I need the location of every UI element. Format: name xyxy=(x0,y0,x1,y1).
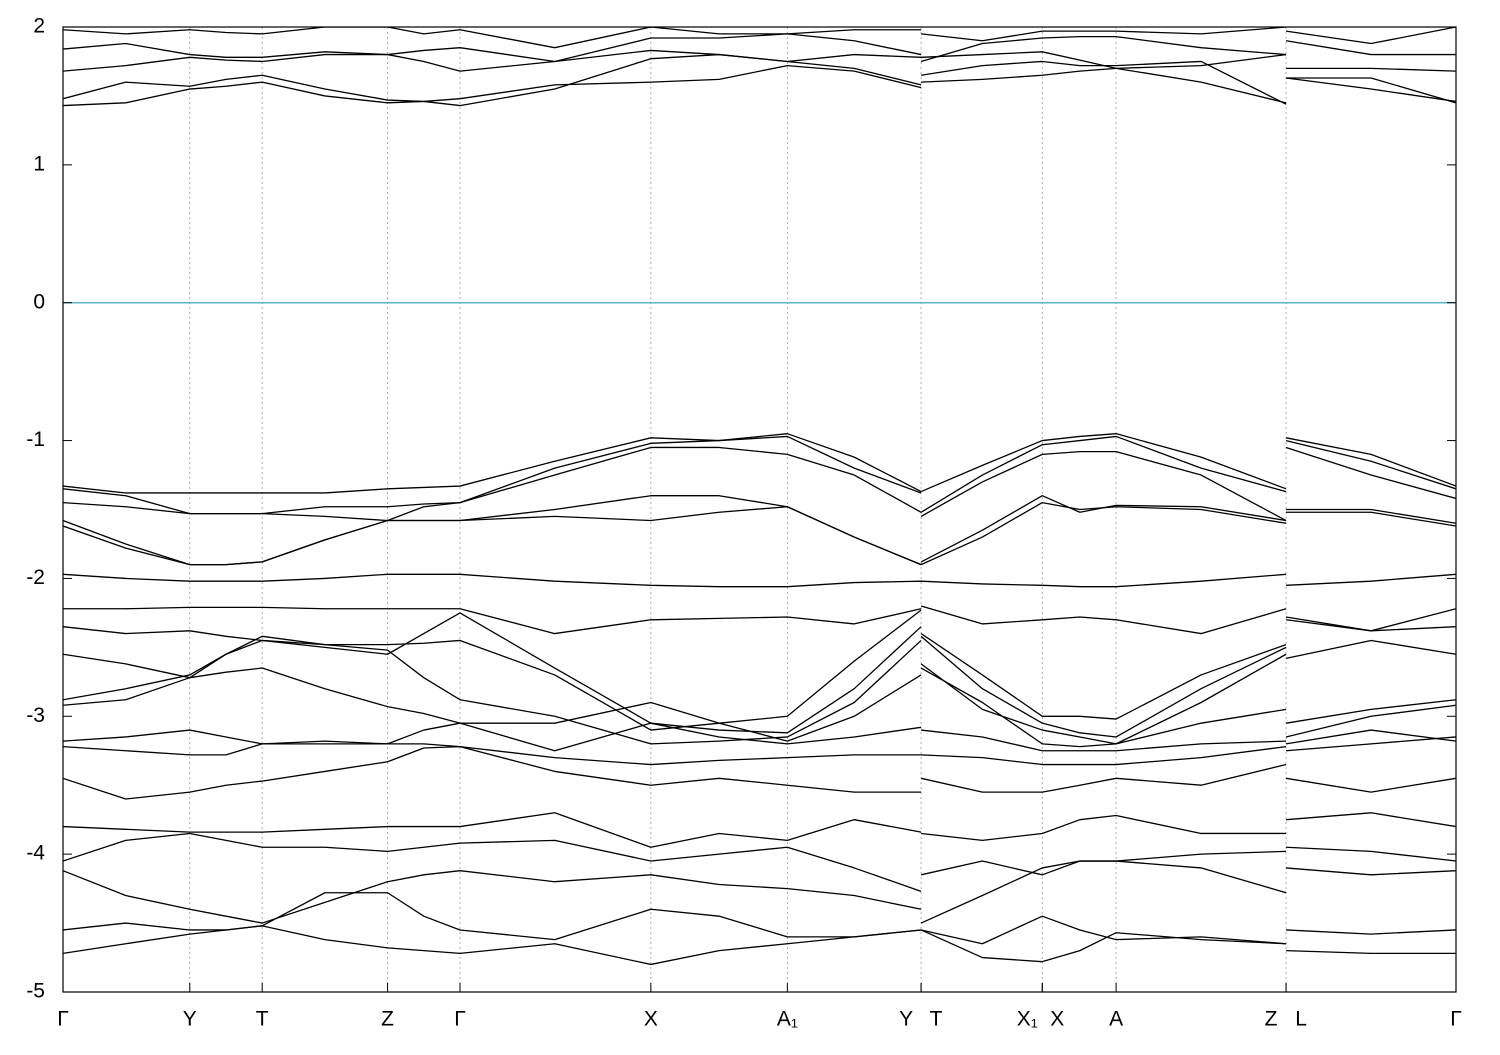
y-tick-label: -4 xyxy=(26,842,45,865)
band xyxy=(63,832,1456,892)
band xyxy=(63,860,1456,924)
y-tick-label: -3 xyxy=(26,704,45,727)
band xyxy=(63,892,1456,945)
plot-area xyxy=(63,27,1456,966)
x-tick-label: Y xyxy=(899,1008,913,1031)
band xyxy=(63,446,1456,522)
x-tick-label: X₁ xyxy=(1017,1008,1038,1031)
band xyxy=(63,745,1456,800)
band xyxy=(63,433,1456,494)
x-tick-label: Y xyxy=(183,1008,197,1031)
x-tick-label: T xyxy=(930,1008,943,1031)
x-tick-label: A₁ xyxy=(777,1008,798,1031)
band xyxy=(63,495,1456,566)
band xyxy=(63,667,1456,748)
y-tick-label: -1 xyxy=(26,428,45,451)
band xyxy=(63,609,1456,731)
band xyxy=(63,605,1456,635)
band xyxy=(63,53,1456,107)
x-tick-label: Γ xyxy=(454,1008,466,1031)
x-tick-label: Z xyxy=(381,1008,394,1031)
grid xyxy=(189,27,1287,992)
x-tick-label: L xyxy=(1295,1008,1307,1031)
band xyxy=(63,736,1456,766)
band xyxy=(63,49,1456,72)
band xyxy=(63,635,1456,745)
y-tick-label: 0 xyxy=(33,290,45,313)
band xyxy=(63,925,1456,966)
band xyxy=(63,33,1456,63)
plot-frame xyxy=(62,26,1457,993)
band xyxy=(63,812,1456,848)
y-tick-label: -5 xyxy=(26,980,45,1003)
x-tick-label: Γ xyxy=(1450,1008,1462,1031)
band xyxy=(63,27,1456,49)
x-tick-label: Γ xyxy=(57,1008,69,1031)
x-tick-label: Z xyxy=(1265,1008,1278,1031)
y-tick-label: -2 xyxy=(26,566,45,589)
x-tick-label: T xyxy=(256,1008,269,1031)
band xyxy=(63,722,1456,752)
y-tick-label: 2 xyxy=(33,15,45,38)
x-tick-label: X xyxy=(1050,1008,1064,1031)
y-tick-label: 1 xyxy=(33,152,45,175)
band xyxy=(63,495,1456,566)
band xyxy=(63,612,1456,738)
x-tick-label: A xyxy=(1109,1008,1123,1031)
x-tick-label: X xyxy=(644,1008,658,1031)
band xyxy=(63,64,1456,107)
band xyxy=(63,573,1456,588)
